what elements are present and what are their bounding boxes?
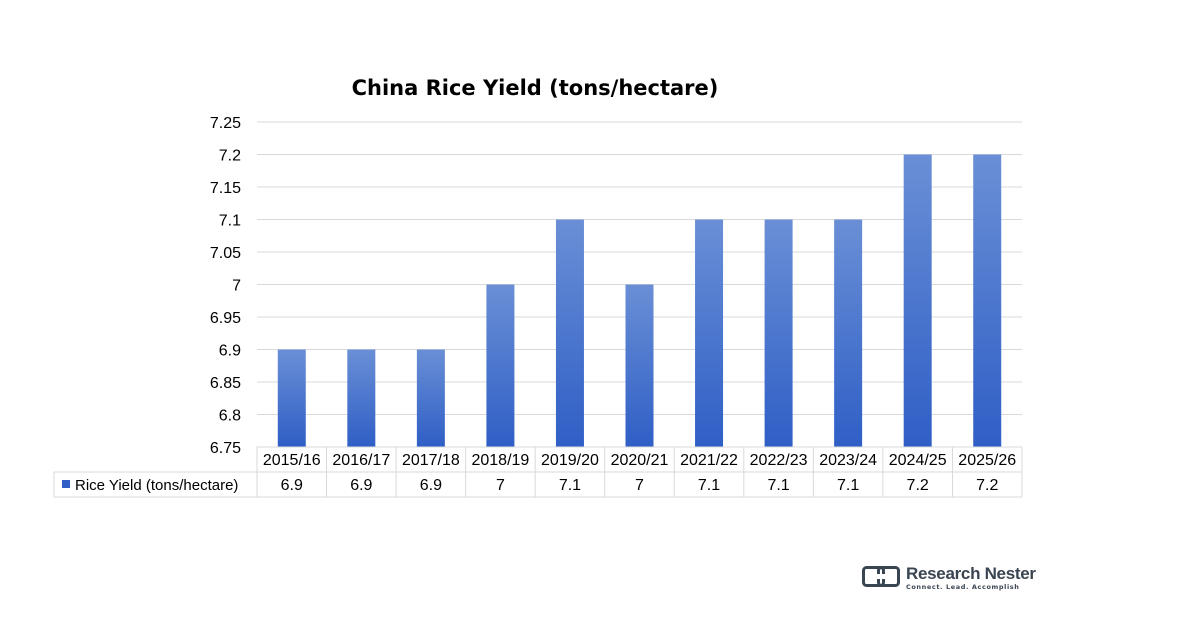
- brand-tagline: Connect. Lead. Accomplish: [906, 583, 1020, 591]
- y-tick-label: 6.85: [210, 375, 241, 392]
- bar: [277, 349, 306, 447]
- x-category-label: 2017/18: [402, 452, 460, 469]
- bar: [764, 219, 793, 447]
- bars: [277, 154, 1002, 447]
- data-value-label: 7.1: [837, 477, 859, 494]
- data-value-label: 7: [635, 477, 644, 494]
- x-category-label: 2024/25: [889, 452, 947, 469]
- brand-name: Research Nester: [906, 564, 1036, 583]
- x-category-label: 2016/17: [332, 452, 390, 469]
- data-value-label: 6.9: [281, 477, 303, 494]
- bar: [903, 154, 932, 447]
- y-tick-label: 7: [232, 278, 241, 295]
- data-value-label: 7.1: [767, 477, 789, 494]
- data-value-label: 7.1: [559, 477, 581, 494]
- y-tick-label: 6.8: [219, 408, 241, 425]
- legend-series-name: Rice Yield (tons/hectare): [75, 477, 238, 494]
- x-category-label: 2015/16: [263, 452, 321, 469]
- data-value-label: 7: [496, 477, 505, 494]
- x-category-label: 2025/26: [958, 452, 1016, 469]
- y-tick-label: 7.1: [219, 213, 241, 230]
- logo-mark-icon: [862, 566, 900, 587]
- bar: [347, 349, 376, 447]
- y-tick-label: 7.05: [210, 245, 241, 262]
- bar: [973, 154, 1002, 447]
- x-category-label: 2023/24: [819, 452, 877, 469]
- chart-title: China Rice Yield (tons/hectare): [351, 76, 719, 100]
- data-value-label: 7.2: [976, 477, 998, 494]
- y-tick-label: 6.75: [210, 440, 241, 457]
- bar: [555, 219, 584, 447]
- bar: [416, 349, 445, 447]
- bar: [625, 284, 654, 447]
- x-category-label: 2020/21: [611, 452, 669, 469]
- x-category-label: 2021/22: [680, 452, 738, 469]
- x-category-label: 2018/19: [471, 452, 529, 469]
- y-axis-tick-labels: 6.75 6.8 6.85 6.9 6.95 7 7.05 7.1 7.15 7.2 7.25: [210, 115, 241, 457]
- data-value-label: 7.2: [907, 477, 929, 494]
- bar: [695, 219, 724, 447]
- y-tick-label: 7.15: [210, 180, 241, 197]
- y-tick-label: 7.2: [219, 148, 241, 165]
- legend-swatch: [62, 480, 70, 488]
- y-tick-label: 6.9: [219, 343, 241, 360]
- data-value-label: 6.9: [420, 477, 442, 494]
- data-value-label: 7.1: [698, 477, 720, 494]
- bar: [486, 284, 515, 447]
- y-tick-label: 7.25: [210, 115, 241, 132]
- x-category-label: 2022/23: [750, 452, 808, 469]
- bar: [834, 219, 863, 447]
- data-value-label: 6.9: [350, 477, 372, 494]
- y-tick-label: 6.95: [210, 310, 241, 327]
- research-nester-logo: Research Nester Connect. Lead. Accomplis…: [862, 564, 1036, 592]
- data-table: 2015/16 2016/17 2017/18 2018/19 2019/20 2020/…: [53, 446, 1023, 498]
- x-category-label: 2019/20: [541, 452, 599, 469]
